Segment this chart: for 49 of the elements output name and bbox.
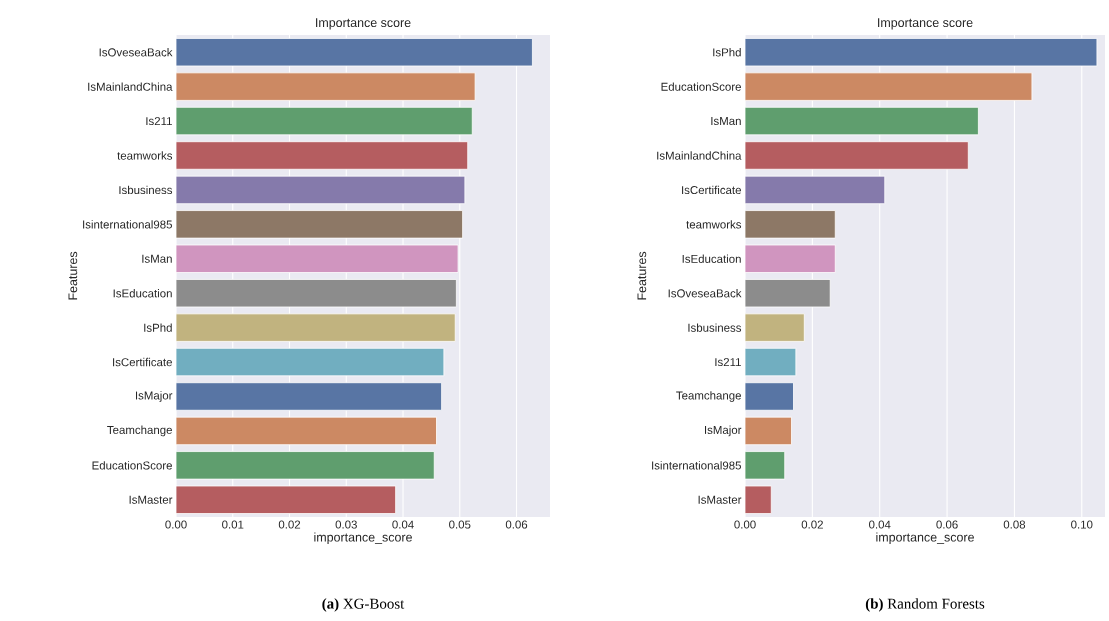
chart-title: Importance score xyxy=(878,18,973,30)
x-tick-label: 0.03 xyxy=(335,520,357,529)
y-tick-label: Is211 xyxy=(146,117,172,126)
y-tick-label: IsEducation xyxy=(113,289,172,298)
y-tick-label: teamworks xyxy=(117,151,173,160)
y-tick-label: IsMajor xyxy=(705,425,742,437)
y-axis-title: Features xyxy=(637,251,647,300)
text: (b) Random Forests xyxy=(865,598,985,612)
y-axis-title: Features xyxy=(68,251,78,300)
y-tick-label: Teamchange xyxy=(107,425,172,437)
x-tick-label: 0.06 xyxy=(505,520,528,529)
x-tick-label: 0.05 xyxy=(449,520,471,529)
x-tick-label: 0.10 xyxy=(1071,520,1093,529)
y-tick-label: Teamchange xyxy=(676,391,741,402)
y-tick-label: IsMainlandChina xyxy=(88,82,173,91)
y-tick-label: EducationScore xyxy=(661,82,741,91)
y-tick-label: Isinternational985 xyxy=(83,220,172,229)
x-tick-label: 0.08 xyxy=(1003,520,1026,529)
text: (a) XG-Boost xyxy=(322,598,405,612)
x-tick-label: 0.02 xyxy=(801,520,823,529)
y-tick-label: Isbusiness xyxy=(688,323,742,332)
y-tick-label: IsMan xyxy=(711,117,741,126)
y-tick-label: IsPhd xyxy=(713,48,741,57)
x-axis-title: importance_score xyxy=(876,532,974,545)
x-tick-label: 0.06 xyxy=(936,520,958,529)
x-tick-label: 0.04 xyxy=(869,520,891,529)
y-tick-label: teamworks xyxy=(686,220,742,229)
y-tick-label: IsCertificate xyxy=(682,185,741,195)
y-tick-label: Is211 xyxy=(715,358,741,367)
y-tick-label: IsMainlandChina xyxy=(657,151,742,160)
y-tick-label: IsEducation xyxy=(682,254,741,263)
y-tick-label: IsMaster xyxy=(698,495,742,504)
x-tick-label: 0.00 xyxy=(165,520,187,529)
x-tick-label: 0.00 xyxy=(734,520,756,529)
y-tick-label: EducationScore xyxy=(92,461,172,470)
x-axis-title: importance_score xyxy=(314,532,412,545)
y-tick-label: IsOveseaBack xyxy=(668,289,742,298)
y-tick-label: IsMan xyxy=(142,254,172,263)
y-tick-label: IsOveseaBack xyxy=(99,48,173,57)
y-tick-label: IsMaster xyxy=(129,495,173,504)
y-tick-label: IsCertificate xyxy=(113,357,172,367)
x-tick-label: 0.04 xyxy=(392,520,414,529)
y-tick-label: IsMajor xyxy=(135,391,173,402)
y-tick-label: IsPhd xyxy=(144,323,172,332)
y-tick-label: Isbusiness xyxy=(119,185,173,195)
x-tick-label: 0.01 xyxy=(222,520,244,529)
y-tick-label: Isinternational985 xyxy=(652,461,741,470)
x-tick-label: 0.02 xyxy=(278,520,301,529)
chart-title: Importance score xyxy=(316,18,411,30)
